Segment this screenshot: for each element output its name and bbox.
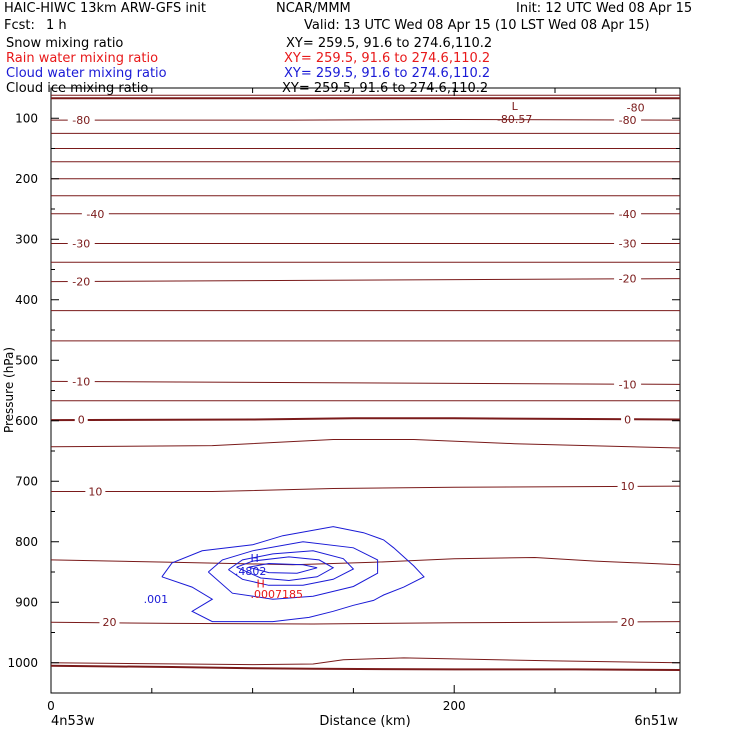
isotherm-label-bg bbox=[99, 616, 120, 629]
x-tick-label: 0 bbox=[47, 699, 55, 713]
cloud-water-contour bbox=[248, 562, 318, 574]
field-snow-xy: XY= 259.5, 91.6 to 274.6,110.2 bbox=[286, 36, 493, 51]
isotherm-label-bg bbox=[614, 378, 642, 391]
isotherm-label: -80 bbox=[627, 101, 645, 114]
isotherm-label: 20 bbox=[102, 616, 116, 629]
y-tick-label: 800 bbox=[15, 535, 38, 549]
cloud-water-contour bbox=[236, 556, 335, 582]
isotherm-label: -10 bbox=[72, 375, 90, 388]
y-tick-label: 300 bbox=[15, 232, 38, 246]
isotherm-label-bg bbox=[85, 485, 106, 498]
y-tick-label: 400 bbox=[15, 293, 38, 307]
isotherm-label: -80 bbox=[72, 114, 90, 127]
field-rain-name: Rain water mixing ratio bbox=[6, 51, 159, 66]
isotherm-label: -20 bbox=[72, 276, 90, 289]
extremum-label: .0007185 bbox=[251, 588, 304, 601]
y-tick-label: 700 bbox=[15, 474, 38, 488]
field-cloudwater-xy: XY= 259.5, 91.6 to 274.6,110.2 bbox=[284, 66, 491, 81]
isotherm-label: -40 bbox=[619, 208, 637, 221]
extremum-label: .4802 bbox=[235, 565, 267, 578]
model-title: HAIC-HIWC 13km ARW-GFS init bbox=[4, 1, 206, 16]
isotherm-line bbox=[50, 439, 681, 449]
isotherm-label: -80 bbox=[619, 114, 637, 127]
isotherm-line bbox=[50, 380, 681, 385]
isotherm-label-bg bbox=[67, 275, 95, 288]
y-tick-label: 200 bbox=[15, 172, 38, 186]
init-time: Init: 12 UTC Wed 08 Apr 15 bbox=[516, 1, 693, 16]
y-tick-label: 900 bbox=[15, 595, 38, 609]
extremum-label: H bbox=[257, 577, 265, 590]
isotherm-label: -30 bbox=[72, 237, 90, 250]
field-snow-name: Snow mixing ratio bbox=[6, 36, 124, 51]
isotherm-label: 10 bbox=[621, 480, 635, 493]
isotherm-label: -10 bbox=[619, 378, 637, 391]
isotherm-label: -20 bbox=[619, 273, 637, 286]
valid-time: Valid: 13 UTC Wed 08 Apr 15 (10 LST Wed … bbox=[304, 18, 650, 33]
isotherm-label: 20 bbox=[621, 616, 635, 629]
org-label: NCAR/MMM bbox=[276, 1, 351, 16]
isotherm-label-bg bbox=[614, 114, 642, 127]
isotherm-line bbox=[50, 556, 681, 566]
isotherm-line bbox=[51, 485, 681, 492]
right-endpoint-label: 6n51w bbox=[634, 714, 678, 729]
isotherm-label-bg bbox=[617, 616, 638, 629]
isotherm-label-bg bbox=[67, 375, 95, 388]
forecast-value: 1 h bbox=[46, 18, 67, 33]
cloud-water-contour bbox=[207, 541, 379, 600]
isotherm-line bbox=[50, 417, 681, 422]
left-endpoint-label: 4n53w bbox=[51, 714, 95, 729]
isotherm-line bbox=[50, 664, 681, 671]
isotherm-line bbox=[50, 278, 681, 283]
isotherm-label-bg bbox=[67, 237, 95, 250]
field-cloudwater-name: Cloud water mixing ratio bbox=[6, 66, 167, 81]
isotherm-line bbox=[51, 118, 681, 121]
isotherm-label-bg bbox=[621, 413, 635, 426]
isotherm-label-bg bbox=[81, 207, 109, 220]
x-tick-label: 200 bbox=[443, 699, 466, 713]
isotherm-label-bg bbox=[614, 272, 642, 285]
y-tick-label: 500 bbox=[15, 353, 38, 367]
isotherm-label-bg bbox=[74, 413, 88, 426]
isotherm-label-bg bbox=[622, 101, 650, 114]
extremum-label: H bbox=[250, 552, 258, 565]
cloud-water-contour bbox=[161, 526, 425, 623]
isotherm-label-bg bbox=[617, 480, 638, 493]
isotherm-label-bg bbox=[614, 207, 642, 220]
field-rain-xy: XY= 259.5, 91.6 to 274.6,110.2 bbox=[284, 51, 491, 66]
y-axis-label: Pressure (hPa) bbox=[2, 347, 16, 433]
y-tick-label: 100 bbox=[15, 111, 38, 125]
y-tick-label: 600 bbox=[15, 414, 38, 428]
extremum-label: L bbox=[512, 100, 519, 113]
forecast-label: Fcst: bbox=[4, 18, 35, 33]
isotherm-line bbox=[50, 621, 681, 625]
x-axis-label: Distance (km) bbox=[319, 714, 410, 729]
cloud-water-contour bbox=[228, 550, 355, 586]
extremum-label: -80.57 bbox=[497, 113, 532, 126]
y-tick-label: 1000 bbox=[7, 656, 38, 670]
isotherm-label-bg bbox=[67, 114, 95, 127]
isotherm-label: -30 bbox=[619, 237, 637, 250]
isotherm-label: -40 bbox=[86, 208, 104, 221]
isotherm-label: 10 bbox=[88, 486, 102, 499]
isotherm-label: 0 bbox=[624, 414, 631, 427]
isotherm-label: 0 bbox=[78, 414, 85, 427]
isotherm-line bbox=[50, 657, 681, 666]
extremum-label: .001 bbox=[144, 593, 169, 606]
isotherm-label-bg bbox=[614, 237, 642, 250]
